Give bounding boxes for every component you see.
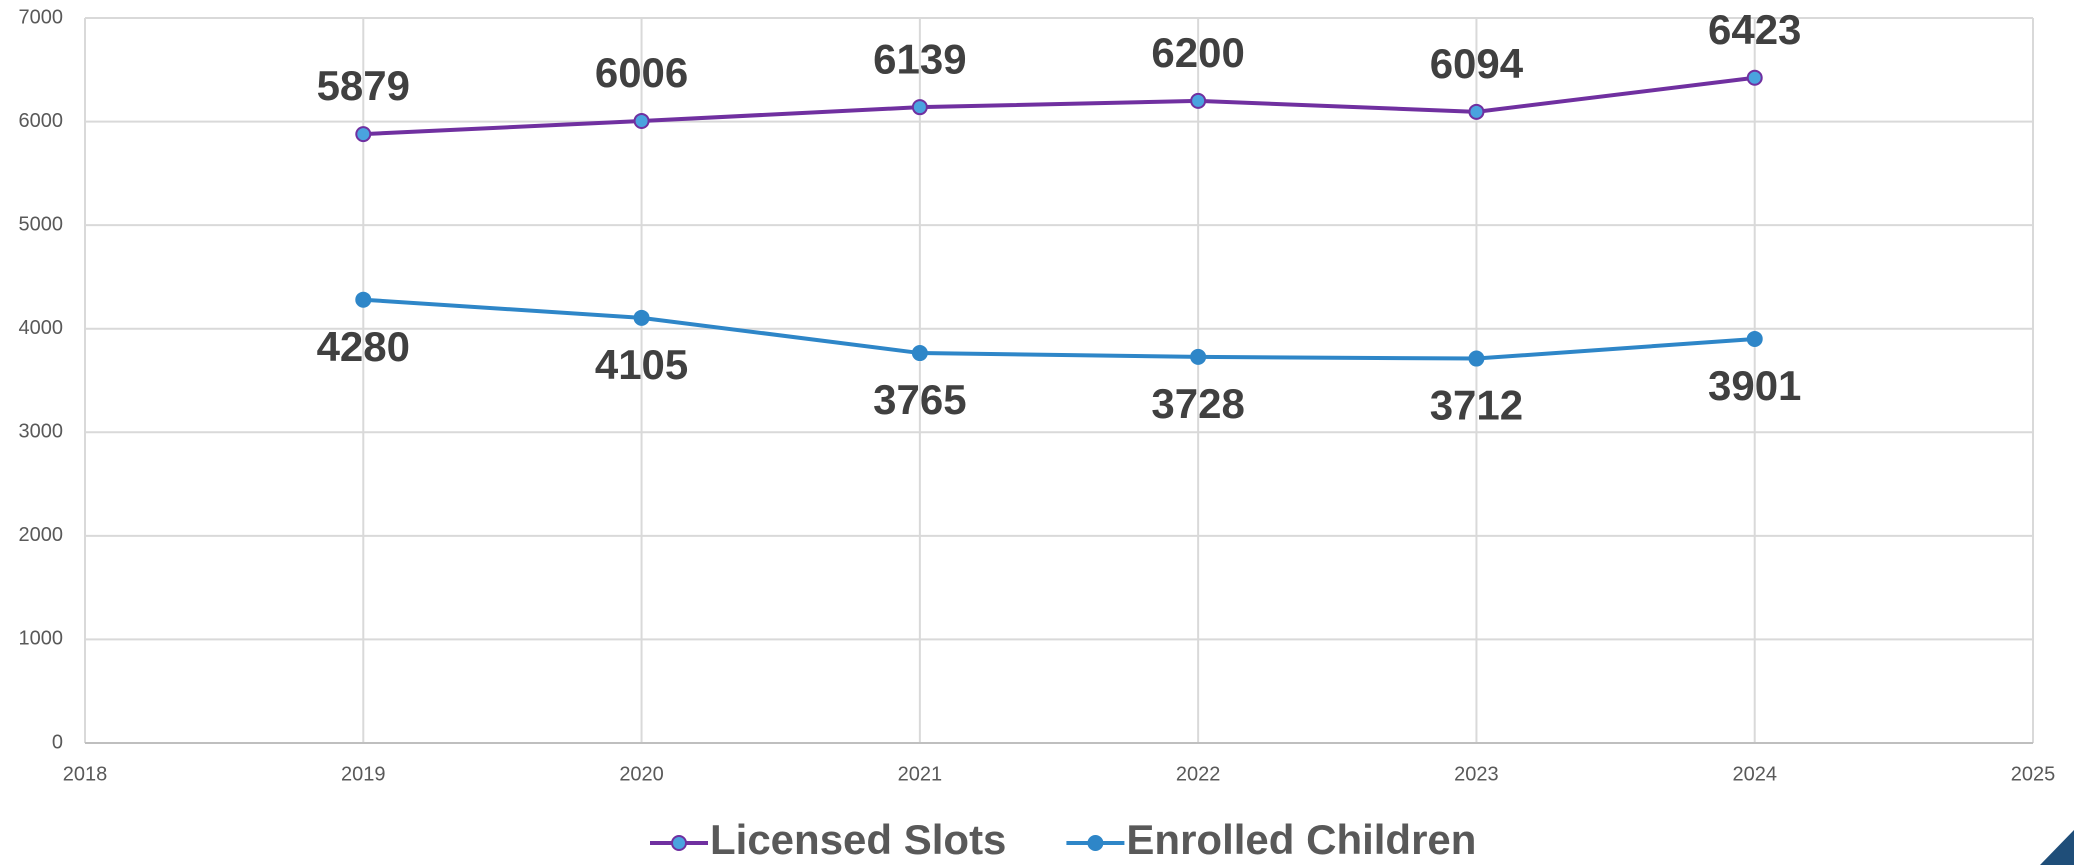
- point: [1190, 92, 1207, 109]
- x-tick-label: 2024: [1732, 763, 1777, 785]
- series-line: [363, 75, 1755, 137]
- y-tick-label: 6000: [19, 110, 64, 132]
- legend-marker: [671, 835, 687, 851]
- x-tick-label: 2020: [619, 763, 664, 785]
- data-label: 6094: [1430, 40, 1524, 87]
- legend-label: Licensed Slots: [710, 816, 1006, 863]
- point: [1190, 348, 1207, 365]
- data-label: 3712: [1430, 382, 1523, 429]
- y-tick-label: 2000: [19, 524, 64, 546]
- data-label: 6200: [1151, 29, 1244, 76]
- point: [355, 126, 372, 143]
- x-tick-label: 2022: [1176, 763, 1221, 785]
- point: [1746, 69, 1763, 86]
- data-label: 4280: [317, 323, 410, 370]
- data-label: 4105: [595, 341, 688, 388]
- point: [911, 345, 928, 362]
- data-label: 6423: [1708, 6, 1801, 53]
- legend-label: Enrolled Children: [1126, 816, 1476, 863]
- data-label: 5879: [317, 62, 410, 109]
- point: [1746, 330, 1763, 347]
- point: [633, 112, 650, 129]
- x-tick-label: 2019: [341, 763, 386, 785]
- point: [911, 99, 928, 116]
- point: [1468, 350, 1485, 367]
- y-tick-label: 7000: [19, 6, 64, 28]
- y-tick-label: 5000: [19, 213, 64, 235]
- point: [1468, 103, 1485, 120]
- data-label: 3901: [1708, 362, 1801, 409]
- x-tick-label: 2025: [2011, 763, 2056, 785]
- y-tick-label: 3000: [19, 421, 64, 443]
- x-tick-label: 2018: [63, 763, 108, 785]
- legend-marker: [1087, 835, 1104, 851]
- point: [633, 309, 650, 326]
- series-line: [363, 297, 1755, 361]
- logo-fragment: [2040, 830, 2074, 865]
- data-label: 6139: [873, 35, 966, 82]
- point: [355, 291, 372, 308]
- y-tick-label: 1000: [19, 628, 64, 650]
- x-tick-label: 2023: [1454, 763, 1499, 785]
- y-tick-label: 0: [52, 731, 63, 753]
- x-tick-label: 2021: [898, 763, 943, 785]
- data-label: 6006: [595, 49, 688, 96]
- y-tick-label: 4000: [19, 317, 64, 339]
- data-label: 3765: [873, 376, 966, 423]
- data-label: 3728: [1151, 380, 1244, 427]
